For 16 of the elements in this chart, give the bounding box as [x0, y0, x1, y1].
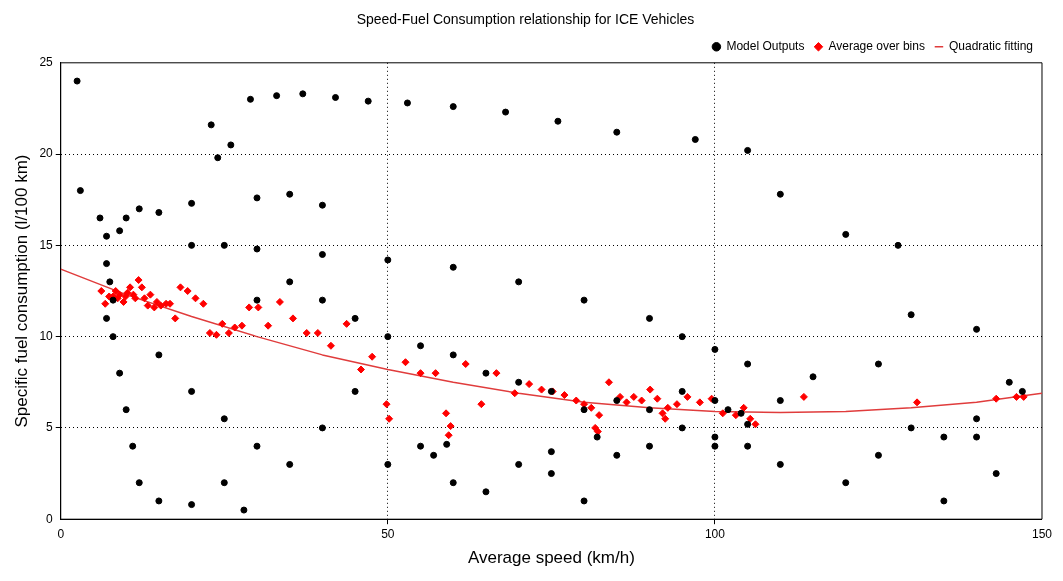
legend-label: Average over bins — [828, 39, 925, 54]
x-tick-label: 50 — [381, 526, 395, 541]
y-tick-label: 0 — [46, 511, 54, 526]
chart-title: Speed-Fuel Consumption relationship for ICE Vehicles — [356, 11, 695, 28]
x-tick-label: 100 — [704, 526, 726, 541]
x-tick-label: 150 — [1031, 526, 1053, 541]
y-tick-label: 20 — [39, 146, 54, 161]
y-axis-title: Specific fuel consumption (l/100 km) — [11, 154, 31, 428]
legend-label: Quadratic fitting — [948, 39, 1034, 54]
y-tick-label: 10 — [39, 328, 54, 343]
y-tick-label: 5 — [46, 420, 54, 435]
x-axis-title: Average speed (km/h) — [467, 548, 635, 568]
legend-label: Model Outputs — [726, 39, 805, 54]
y-tick-label: 15 — [39, 237, 54, 252]
x-tick-label: 0 — [57, 526, 65, 541]
y-tick-label: 25 — [39, 55, 54, 70]
